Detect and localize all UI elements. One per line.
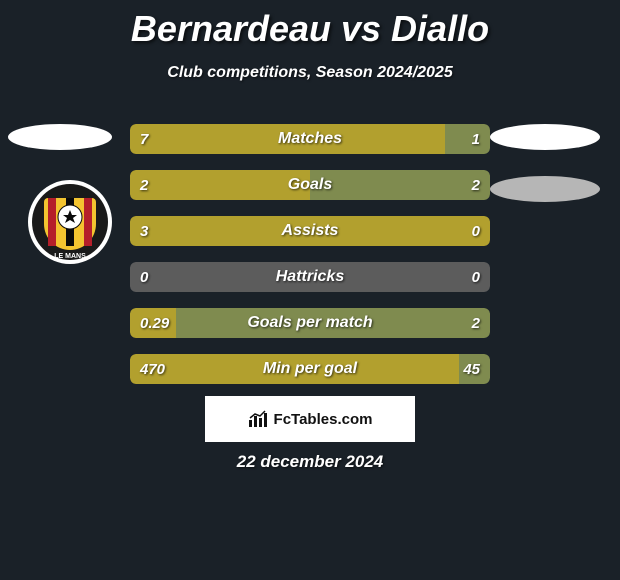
stat-value-right: 2 xyxy=(462,170,490,200)
brand-icon xyxy=(248,410,268,428)
stat-value-left: 0 xyxy=(130,262,158,292)
stat-value-left: 3 xyxy=(130,216,158,246)
stat-value-right: 2 xyxy=(462,308,490,338)
stat-row: 71Matches xyxy=(130,124,490,154)
stat-value-right: 1 xyxy=(462,124,490,154)
stat-value-left: 470 xyxy=(130,354,175,384)
brand-text: FcTables.com xyxy=(274,411,373,428)
stat-row: 30Assists xyxy=(130,216,490,246)
stat-row: 47045Min per goal xyxy=(130,354,490,384)
stat-bar-left xyxy=(130,216,490,246)
stat-row: 00Hattricks xyxy=(130,262,490,292)
stat-value-left: 7 xyxy=(130,124,158,154)
date-text: 22 december 2024 xyxy=(0,452,620,472)
stat-value-left: 0.29 xyxy=(130,308,179,338)
player-left-badge-top xyxy=(8,124,112,150)
brand-box: FcTables.com xyxy=(205,396,415,442)
subtitle: Club competitions, Season 2024/2025 xyxy=(0,64,620,82)
stat-bar-left xyxy=(130,354,459,384)
stat-bar-right xyxy=(176,308,490,338)
club-logo: LE MANS xyxy=(28,180,112,264)
stat-bar-left xyxy=(130,124,445,154)
player-right-badge-top xyxy=(490,124,600,150)
player-right-badge-mid xyxy=(490,176,600,202)
stat-bar-empty xyxy=(130,262,490,292)
stat-value-right: 0 xyxy=(462,216,490,246)
stat-value-right: 45 xyxy=(453,354,490,384)
svg-text:LE MANS: LE MANS xyxy=(54,253,86,260)
stat-row: 22Goals xyxy=(130,170,490,200)
stat-row: 0.292Goals per match xyxy=(130,308,490,338)
page-title: Bernardeau vs Diallo xyxy=(0,0,620,50)
stat-value-right: 0 xyxy=(462,262,490,292)
stat-value-left: 2 xyxy=(130,170,158,200)
stats-bars: 71Matches22Goals30Assists00Hattricks0.29… xyxy=(130,124,490,400)
